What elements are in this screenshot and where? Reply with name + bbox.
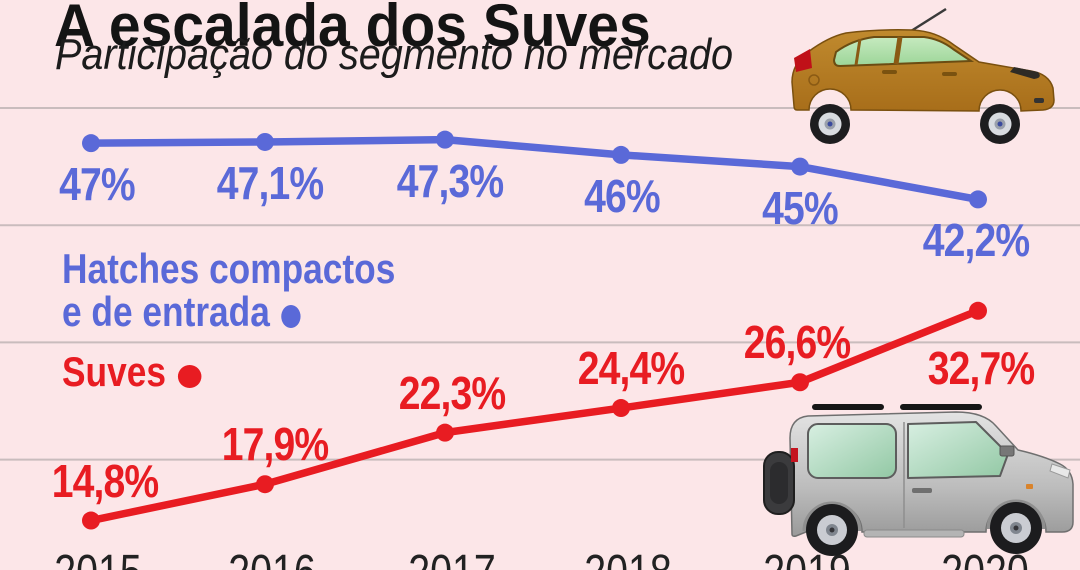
legend-suves-text: Suves — [62, 348, 166, 395]
legend-suves-bullet-icon — [177, 365, 202, 388]
point-suves-2018 — [612, 399, 630, 418]
suv-roof-rail — [900, 404, 982, 410]
legend-hatches-line2: e de entrada — [62, 290, 395, 333]
point-suves-2015 — [82, 511, 100, 530]
car-foglight — [1034, 98, 1044, 103]
car-headlight — [1010, 67, 1040, 79]
legend-hatches: Hatches compactos e de entrada — [62, 247, 395, 333]
suv-door-handle — [912, 488, 932, 493]
suv-taillight — [791, 448, 798, 462]
car-b-pillar — [893, 36, 903, 65]
point-suves-2016 — [256, 475, 274, 494]
suv-mirror — [999, 445, 1015, 457]
car-door-handle — [882, 70, 897, 74]
point-suves-2019 — [791, 373, 809, 392]
car-door-handle — [942, 72, 957, 76]
suv-headlight — [1049, 463, 1071, 479]
suv-side-marker — [1026, 484, 1033, 489]
point-hatches-2019 — [791, 157, 809, 176]
car-door-pillar — [854, 38, 862, 66]
line-hatches — [87, 135, 982, 204]
suv-spare-tire-inner — [770, 462, 788, 504]
point-hatches-2016 — [256, 132, 274, 151]
legend-hatches-line2-text: e de entrada — [62, 288, 270, 335]
car-taillight — [794, 49, 812, 72]
point-hatches-2018 — [612, 145, 630, 164]
car-front-wheel — [980, 104, 1020, 144]
suv-running-board — [863, 529, 965, 538]
line-suves — [87, 307, 982, 525]
point-hatches-2015 — [82, 134, 100, 153]
legend-hatches-line1: Hatches compactos — [62, 245, 396, 292]
car-rear-wheel — [810, 104, 850, 144]
suv-car-illustration — [763, 404, 1074, 556]
suv-front-wheel — [990, 502, 1042, 554]
suv-roof-rail — [812, 404, 884, 410]
legend-suves: Suves — [62, 348, 202, 395]
hatchback-car-illustration — [791, 7, 1055, 144]
suv-rear-wheel — [806, 504, 858, 556]
page-title: A escalada dos Suves — [54, 0, 651, 60]
point-hatches-2017 — [436, 130, 454, 149]
point-suves-2017 — [436, 423, 454, 442]
car-windows — [832, 36, 975, 68]
suv-front-window — [907, 421, 1009, 479]
page-subtitle: Participação do segmento no mercado — [55, 30, 733, 79]
car-fuel-cap — [808, 74, 820, 86]
suv-rear-window — [807, 423, 897, 479]
legend-hatches-bullet-icon — [281, 305, 301, 328]
point-suves-2020 — [969, 301, 987, 320]
point-hatches-2020 — [969, 190, 987, 209]
